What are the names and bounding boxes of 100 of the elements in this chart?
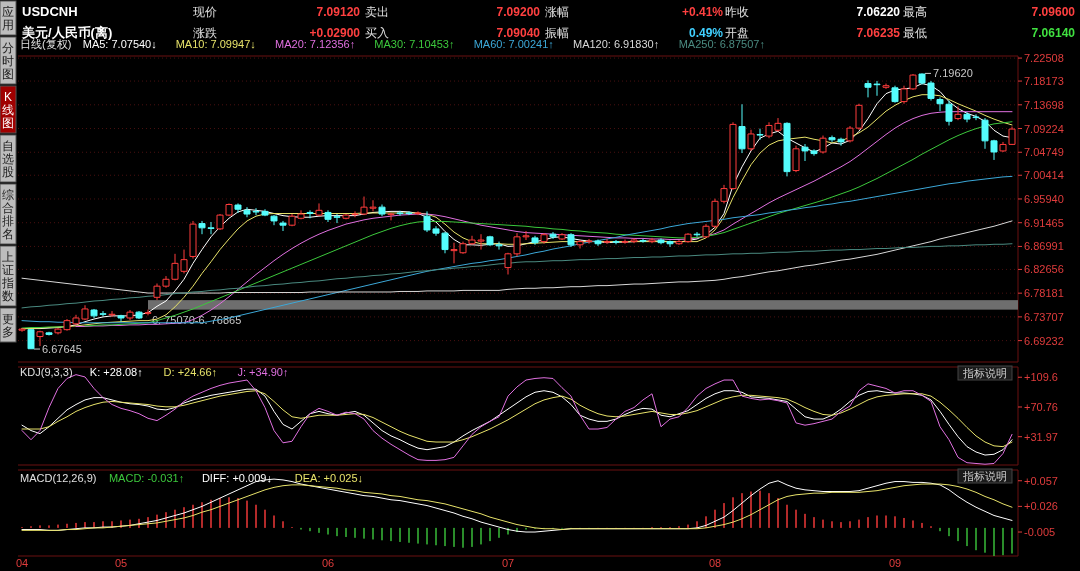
candlestick [639,238,647,244]
candlestick [936,96,944,112]
y-tick-label: 7.18173 [1024,75,1064,88]
candlestick [315,202,323,217]
candlestick [603,238,611,245]
candlestick [738,103,746,154]
side-tab: 更多 [0,307,17,343]
series-label: DIFF: +0.009↓ [201,472,272,484]
candlestick [693,231,701,238]
y-tick-label: 6.95940 [1024,192,1064,205]
text: +0.41% [681,5,724,19]
candlestick [819,135,827,155]
text: MA10: 7.09947↓ [175,38,256,50]
candlestick [540,232,548,245]
series-label: K: +28.08↑ [89,366,143,378]
candlestick [594,238,602,247]
text: 现价 [193,5,217,19]
candlestick [792,145,800,173]
candlestick [126,309,134,321]
text: 7.09600 [1031,5,1076,19]
text: MA250: 6.87507↑ [678,38,765,50]
text: 7.06235 [856,26,901,40]
annotation: 指标说明 [962,367,1007,379]
candlestick [954,105,962,121]
series-label: D: +24.66↑ [163,366,218,378]
annotation: 7.19620 [933,67,973,80]
text: 昨收 [725,5,749,19]
y-tick-label: 7.22508 [1024,52,1064,65]
y-tick-label: +109.6 [1024,371,1058,384]
candlestick [18,327,26,333]
candlestick [567,232,575,248]
text: 最低 [903,26,927,40]
candlestick [306,209,314,219]
candlestick [783,121,791,177]
x-tick-label: 06 [321,557,335,569]
side-tab: 自选股 [0,134,17,183]
y-tick-label: +31.97 [1024,430,1058,443]
y-tick-label: 6.69232 [1024,334,1064,347]
text: MA60: 7.00241↑ [473,38,554,50]
candlestick [531,235,539,246]
x-tick-label: 07 [501,557,515,569]
candlestick [234,202,242,214]
x-tick-label: 09 [888,557,902,569]
text: 7.09200 [496,5,541,19]
candlestick [891,85,899,104]
y-tick-label: +0.026 [1024,500,1058,513]
text: 卖出 [365,5,389,19]
y-tick-label: 6.91465 [1024,216,1064,229]
candlestick [756,128,764,141]
candlestick [36,330,44,347]
side-tab: 分时图 [0,36,17,85]
y-tick-label: -0.005 [1024,526,1056,539]
text: 7.06140 [1031,26,1076,40]
text: 涨跌 [193,26,217,40]
text: MA30: 7.10453↑ [374,38,455,50]
candlestick [648,237,656,244]
line-series [21,220,1013,294]
candlestick [279,220,287,232]
candlestick [414,210,422,216]
text: 7.09040 [496,26,541,40]
side-tab: 上证指数 [0,245,17,307]
y-tick-label: 6.82656 [1024,263,1064,276]
y-tick-label: 6.78181 [1024,287,1064,300]
y-tick-label: 7.04749 [1024,146,1064,159]
candlestick [549,231,557,240]
y-tick-label: +70.76 [1024,401,1058,413]
text: MACD: -0.031↑ [108,472,185,484]
text: +0.02900 [309,26,361,40]
series-label: DEA: +0.025↓ [294,472,364,484]
annotation: 指标说明 [962,470,1007,482]
side-tab: 应用 [0,0,17,36]
y-tick-label: 6.86991 [1024,240,1064,253]
x-tick-label: 05 [114,557,128,569]
y-tick-label: 7.13698 [1024,98,1064,111]
candlestick [747,129,755,152]
candlestick [135,310,143,320]
x-tick-label: 08 [708,557,722,569]
candlestick [117,314,125,323]
candlestick [558,232,566,241]
legend-title: MACD(12,26,9) [20,472,97,484]
text: 振幅 [545,26,569,40]
candlestick [189,220,197,260]
candlestick [387,212,395,221]
text: USDCNH [22,4,78,19]
candlestick [27,328,35,350]
y-tick-label: +0.057 [1024,474,1058,487]
series-label: J: +34.90↑ [237,366,289,378]
candlestick [108,310,116,318]
text: 美元/人民币(离) [21,25,113,40]
text: MA20: 7.12356↑ [275,38,356,50]
candlestick [945,100,953,126]
candlestick [270,214,278,226]
candlestick [612,239,620,245]
annotation: 6.67645 [42,343,82,356]
text: 涨幅 [545,5,569,19]
text: 开盘 [725,26,749,40]
candlestick [378,203,386,217]
text: 买入 [365,26,389,40]
side-tab: 综合排名 [0,183,17,245]
legend-title: 日线(复权) [20,38,72,50]
